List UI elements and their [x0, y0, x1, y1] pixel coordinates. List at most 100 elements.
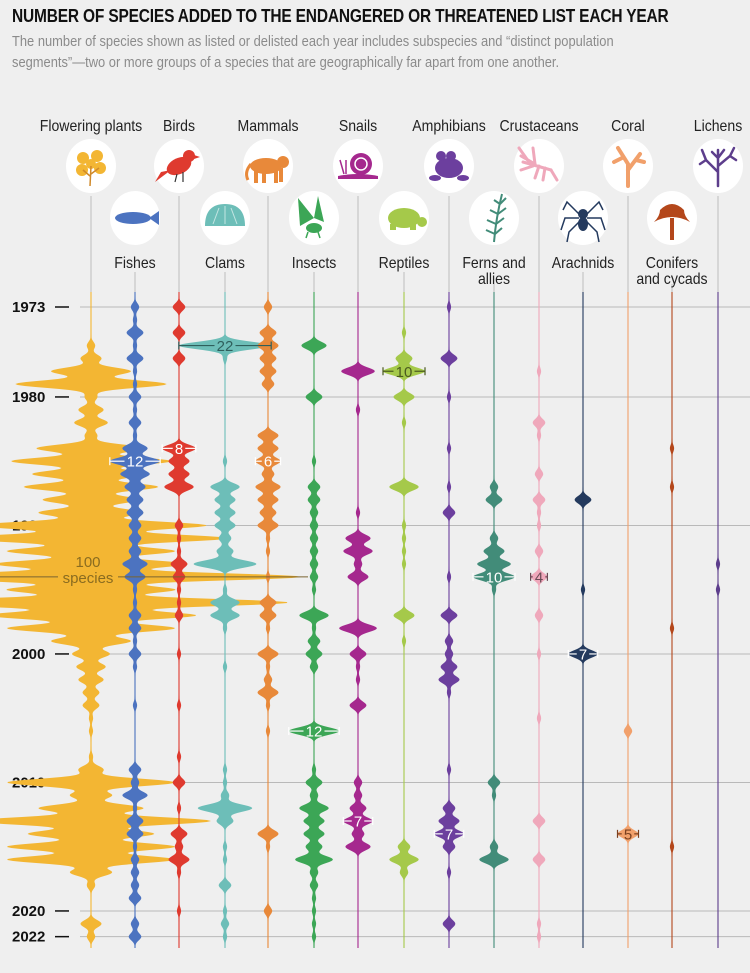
value-label-text: 7: [445, 826, 453, 843]
stream-shape-reptiles: [383, 292, 425, 948]
crayfish-icon: [514, 139, 564, 193]
stream-shape-snails: [339, 292, 377, 948]
year-label-2022: 2022: [12, 929, 45, 946]
value-label-text: 7: [354, 814, 362, 831]
lichen-icon: [693, 139, 743, 193]
category-label: Mammals: [238, 117, 299, 135]
value-label-text: 10: [486, 569, 503, 586]
stream-fishes: [109, 292, 161, 948]
stream-shape-fishes: [109, 292, 161, 948]
category-label: Flowering plants: [40, 117, 142, 135]
stream-shape-conifers-and-cycads: [669, 292, 675, 948]
category-label: Coral: [611, 117, 645, 135]
value-label-arachnids: 7: [567, 646, 599, 663]
value-label-text: 8: [175, 441, 183, 458]
category-label: Insects: [292, 254, 337, 272]
year-label-1973: 1973: [12, 299, 45, 316]
stream-mammals: [255, 292, 281, 948]
stream-shape-amphibians: [434, 292, 464, 948]
tree-icon: [647, 191, 697, 245]
stream-amphibians: [434, 292, 464, 948]
stream-crustaceans: [530, 292, 548, 948]
snail-icon: [333, 139, 383, 193]
stream-shape-flowering-plants: [0, 292, 302, 948]
value-label-amphibians: 7: [433, 826, 465, 843]
value-label-clams: 22: [178, 338, 272, 355]
category-label: Snails: [339, 117, 377, 135]
value-label-text: 10: [396, 364, 413, 381]
category-ferns-and-allies: Ferns and allies: [462, 191, 526, 292]
bird-icon: [154, 139, 204, 193]
scale-value: 100: [75, 554, 100, 571]
category-label: Crustaceans: [499, 117, 578, 135]
category-clams: Clams: [200, 191, 250, 292]
value-label-text: 4: [535, 569, 543, 586]
category-crustaceans: Crustaceans: [499, 117, 579, 292]
category-headers: Flowering plants Fishes Birds Clams Mammals I…: [40, 117, 743, 292]
value-label-text: 6: [264, 454, 272, 471]
value-label-fishes: 12: [109, 454, 161, 471]
stream-conifers-and-cycads: [669, 292, 675, 948]
category-label: Birds: [163, 117, 195, 135]
fern-icon: [469, 191, 519, 245]
category-label: Reptiles: [379, 254, 430, 272]
coral-icon: [603, 139, 653, 193]
category-lichens: Lichens: [693, 117, 743, 292]
category-snails: Snails: [333, 117, 383, 292]
chart-subtitle-line-1: The number of species shown as listed or…: [12, 33, 614, 50]
stream-clams: [179, 292, 271, 948]
value-label-text: 5: [624, 826, 632, 843]
category-coral: Coral: [603, 117, 653, 292]
stream-shape-insects: [288, 292, 340, 948]
category-label: Fishes: [114, 254, 155, 272]
streams: [0, 292, 721, 948]
stream-shape-mammals: [255, 292, 281, 948]
value-label-mammals: 6: [254, 454, 282, 471]
value-label-reptiles: 10: [382, 364, 426, 381]
clam-icon: [200, 191, 250, 245]
value-label-text: 22: [217, 338, 234, 355]
chart-title: NUMBER OF SPECIES ADDED TO THE ENDANGERE…: [12, 6, 669, 26]
fish-icon: [110, 191, 160, 245]
chart-subtitle-line-2: segments”—two or more groups of a specie…: [12, 54, 560, 71]
year-label-1980: 1980: [12, 389, 45, 406]
category-insects: Insects: [289, 191, 339, 292]
stream-coral: [617, 292, 639, 948]
category-flowering-plants: Flowering plants: [40, 117, 142, 292]
category-label: Ferns and allies: [462, 254, 525, 288]
value-label-text: 12: [306, 724, 323, 741]
butterfly-icon: [289, 191, 339, 245]
year-label-2000: 2000: [12, 646, 45, 663]
category-birds: Birds: [154, 117, 204, 292]
value-label-snails: 7: [342, 814, 374, 831]
value-label-ferns-and-allies: 10: [472, 569, 516, 586]
value-label-birds: 8: [161, 441, 197, 458]
category-reptiles: Reptiles: [379, 191, 430, 292]
year-label-2020: 2020: [12, 903, 45, 920]
turtle-icon: [379, 191, 429, 245]
spider-icon: [558, 191, 608, 245]
value-label-insects: 12: [288, 724, 340, 741]
value-label-coral: 5: [616, 826, 640, 843]
stream-reptiles: [383, 292, 425, 948]
category-label: Lichens: [694, 117, 743, 135]
stream-birds: [162, 292, 196, 948]
stream-shape-crustaceans: [530, 292, 548, 948]
stream-arachnids: [568, 292, 598, 948]
category-fishes: Fishes: [110, 191, 160, 292]
flower-icon: [66, 139, 116, 193]
scale-unit: species: [63, 570, 114, 587]
value-label-crustaceans: 4: [529, 569, 549, 586]
stream-flowering-plants: [0, 292, 302, 948]
stream-ferns-and-allies: [473, 292, 515, 948]
category-arachnids: Arachnids: [552, 191, 614, 292]
stream-snails: [339, 292, 377, 948]
frog-icon: [424, 139, 474, 193]
stream-shape-birds: [162, 292, 196, 948]
value-label-text: 12: [127, 454, 144, 471]
category-label: Amphibians: [412, 117, 486, 135]
stream-shape-clams: [179, 292, 271, 948]
stream-insects: [288, 292, 340, 948]
